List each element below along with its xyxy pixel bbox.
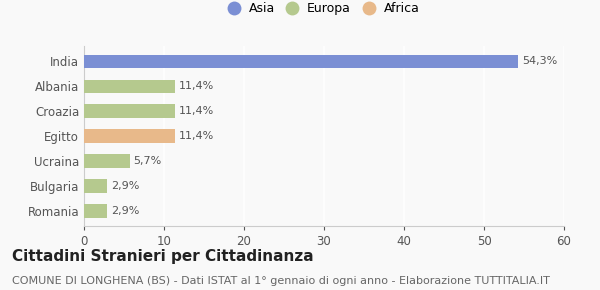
Bar <box>84 104 175 118</box>
Bar <box>84 179 107 193</box>
Bar <box>84 129 175 143</box>
Bar <box>84 55 518 68</box>
Legend: Asia, Europa, Africa: Asia, Europa, Africa <box>225 0 423 19</box>
Text: 2,9%: 2,9% <box>111 181 140 191</box>
Text: 11,4%: 11,4% <box>179 131 214 141</box>
Bar <box>84 79 175 93</box>
Text: COMUNE DI LONGHENA (BS) - Dati ISTAT al 1° gennaio di ogni anno - Elaborazione T: COMUNE DI LONGHENA (BS) - Dati ISTAT al … <box>12 276 550 285</box>
Bar <box>84 204 107 218</box>
Bar <box>84 154 130 168</box>
Text: 2,9%: 2,9% <box>111 206 140 216</box>
Text: Cittadini Stranieri per Cittadinanza: Cittadini Stranieri per Cittadinanza <box>12 249 314 264</box>
Text: 11,4%: 11,4% <box>179 106 214 116</box>
Text: 54,3%: 54,3% <box>523 57 557 66</box>
Text: 11,4%: 11,4% <box>179 81 214 91</box>
Text: 5,7%: 5,7% <box>134 156 162 166</box>
